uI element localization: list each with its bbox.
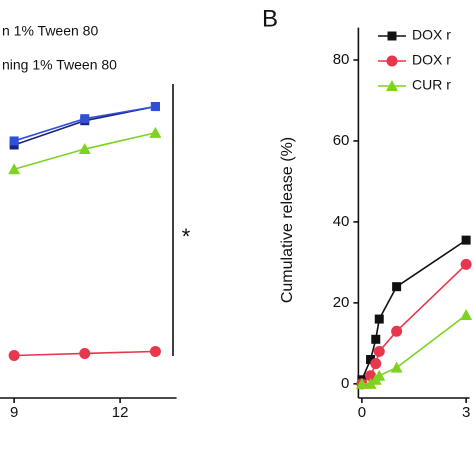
marker bbox=[355, 377, 368, 389]
marker bbox=[78, 143, 91, 155]
y-tick-label: 20 bbox=[333, 294, 350, 311]
marker bbox=[387, 31, 397, 41]
y-tick-label: 0 bbox=[341, 375, 349, 392]
x-tick-label: 3 bbox=[462, 404, 470, 421]
marker bbox=[149, 345, 161, 357]
series-line bbox=[13, 105, 156, 146]
x-tick-label: 9 bbox=[10, 404, 18, 421]
marker bbox=[386, 55, 398, 67]
legend-label: DOX r bbox=[412, 27, 451, 43]
marker bbox=[386, 80, 398, 91]
marker bbox=[80, 114, 90, 124]
marker bbox=[373, 369, 386, 381]
marker bbox=[9, 136, 19, 146]
y-tick-label: 40 bbox=[333, 213, 350, 230]
marker bbox=[8, 349, 20, 361]
marker bbox=[150, 102, 160, 112]
legend-label: CUR r bbox=[412, 77, 451, 93]
legend-label: ning 1% Tween 80 bbox=[2, 57, 117, 73]
x-tick-label: 0 bbox=[358, 404, 366, 421]
marker bbox=[390, 361, 403, 373]
y-axis-label: Cumulative release (%) bbox=[279, 137, 296, 303]
panel-label: B bbox=[262, 5, 278, 32]
marker bbox=[79, 347, 91, 359]
marker bbox=[373, 345, 385, 357]
marker bbox=[460, 309, 473, 321]
marker bbox=[461, 235, 471, 245]
significance-mark: * bbox=[182, 224, 191, 249]
marker bbox=[374, 314, 384, 324]
legend-label: DOX r bbox=[412, 52, 451, 68]
marker bbox=[366, 355, 376, 365]
x-tick-label: 12 bbox=[112, 404, 129, 421]
marker bbox=[371, 334, 381, 344]
marker bbox=[370, 358, 382, 370]
marker bbox=[364, 377, 377, 389]
legend-label: n 1% Tween 80 bbox=[2, 23, 98, 39]
y-tick-label: 60 bbox=[333, 132, 350, 149]
marker bbox=[149, 126, 162, 138]
marker bbox=[392, 282, 402, 292]
marker bbox=[8, 163, 21, 175]
marker bbox=[391, 325, 403, 337]
y-tick-label: 80 bbox=[333, 51, 350, 68]
marker bbox=[460, 258, 472, 270]
